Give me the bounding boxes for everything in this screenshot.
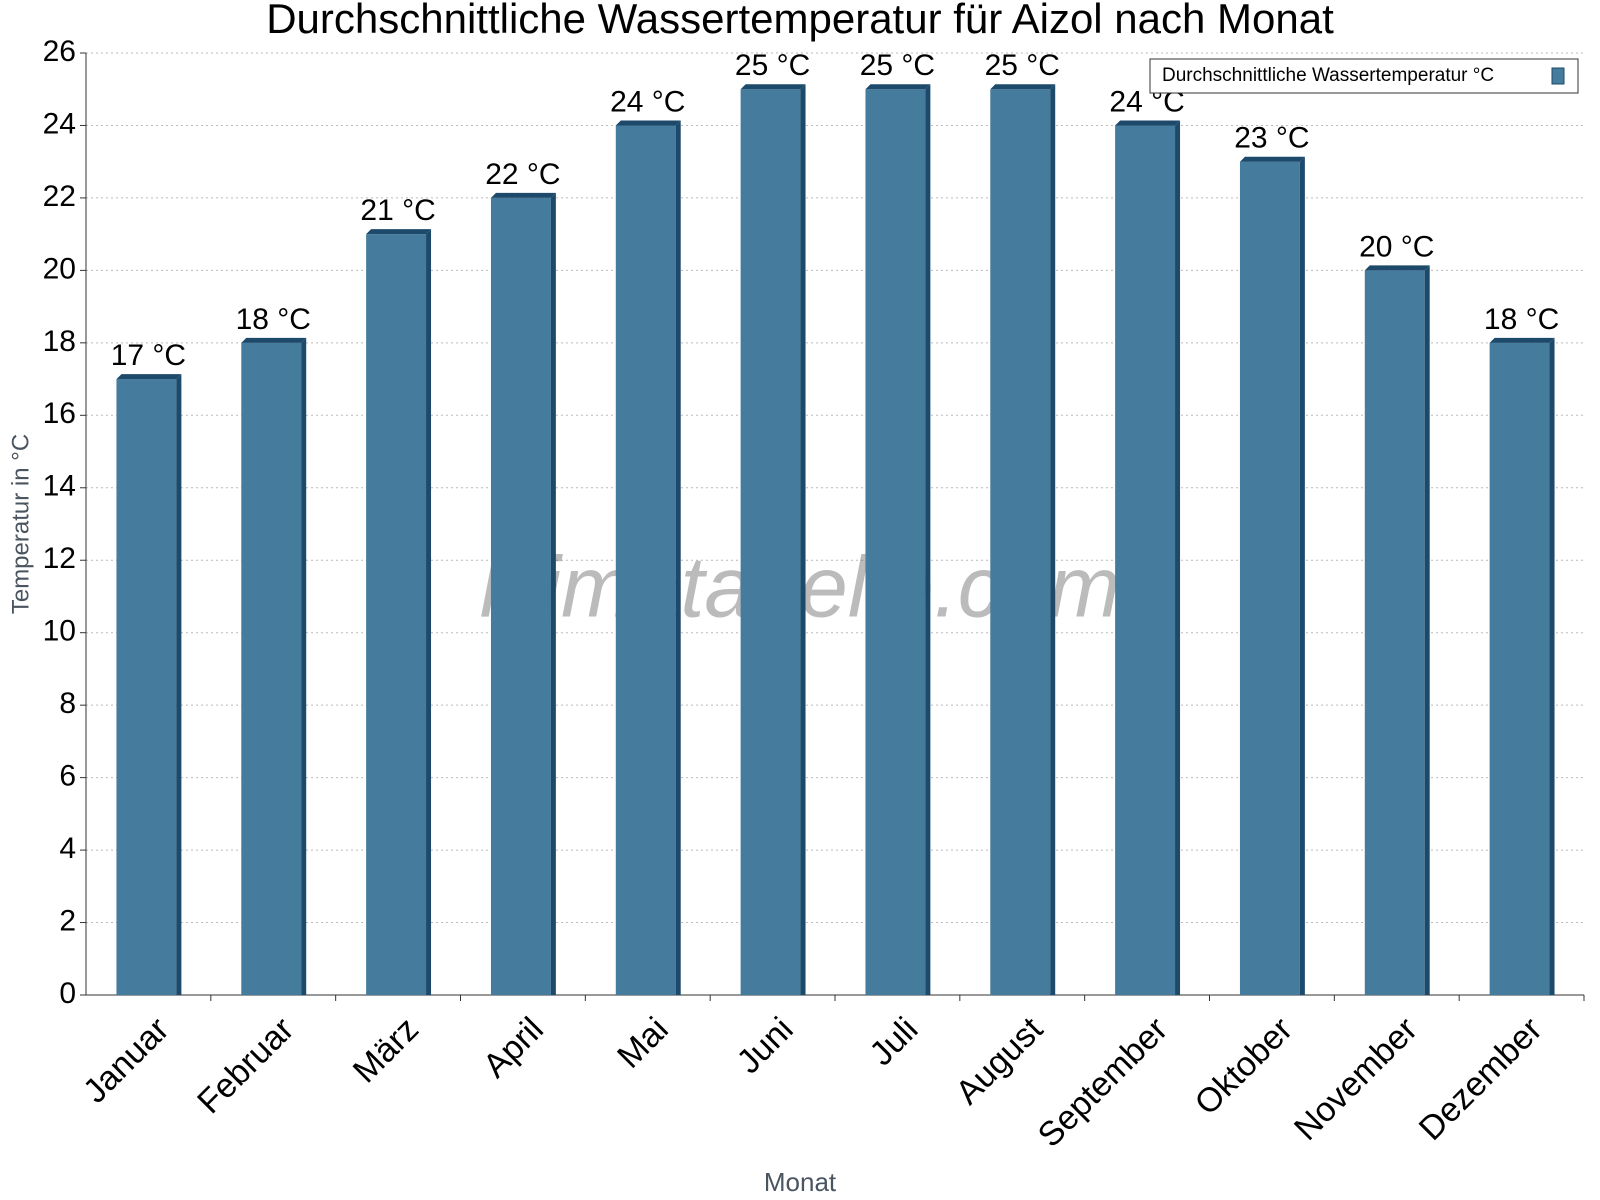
- y-tick-label: 18: [43, 325, 76, 358]
- bar: [615, 125, 676, 995]
- x-tick-label: August: [949, 1010, 1051, 1112]
- legend-swatch: [1551, 67, 1565, 85]
- value-label: 18 °C: [1484, 303, 1559, 336]
- bar-top: [1239, 156, 1305, 162]
- y-tick-label: 8: [59, 687, 76, 720]
- y-tick-label: 10: [43, 615, 76, 648]
- bar: [1364, 270, 1425, 995]
- y-axis-label: Temperatur in °C: [7, 434, 34, 614]
- bar-top: [740, 84, 806, 90]
- bar-side: [675, 120, 681, 995]
- bar-top: [241, 337, 307, 343]
- x-tick-label: Februar: [190, 1010, 301, 1121]
- y-tick-label: 22: [43, 180, 76, 213]
- y-tick-label: 14: [43, 470, 76, 503]
- bar-top: [116, 374, 182, 380]
- x-tick-label: Januar: [76, 1010, 176, 1110]
- bar: [116, 379, 177, 996]
- y-tick-label: 20: [43, 252, 76, 285]
- y-tick-label: 6: [59, 760, 76, 793]
- bar: [1115, 125, 1176, 995]
- bar: [990, 89, 1051, 995]
- x-tick-label: Juni: [730, 1010, 801, 1081]
- bar: [740, 89, 801, 995]
- bar-side: [925, 84, 931, 995]
- x-tick-label: April: [476, 1010, 551, 1085]
- bar-side: [550, 192, 556, 995]
- y-tick-label: 16: [43, 397, 76, 430]
- bar-side: [1050, 84, 1056, 995]
- bar-side: [1175, 120, 1181, 995]
- bar: [366, 234, 427, 996]
- value-label: 25 °C: [860, 49, 935, 82]
- bar: [241, 342, 302, 995]
- y-tick-label: 2: [59, 904, 76, 937]
- bar-top: [990, 84, 1056, 90]
- bar-top: [366, 229, 432, 235]
- bar-side: [1424, 265, 1430, 995]
- bar-side: [1549, 337, 1555, 995]
- bar: [865, 89, 926, 995]
- legend-box: [1149, 58, 1579, 94]
- bar-top: [865, 84, 931, 90]
- bar-top: [615, 120, 681, 126]
- y-tick-label: 24: [43, 107, 76, 140]
- x-tick-label: Juli: [862, 1010, 925, 1073]
- y-tick-label: 4: [59, 832, 76, 865]
- legend-label: Durchschnittliche Wassertemperatur °C: [1162, 65, 1494, 86]
- bar-top: [1364, 265, 1430, 271]
- y-tick-label: 26: [43, 35, 76, 68]
- value-label: 17 °C: [111, 339, 186, 372]
- value-label: 20 °C: [1359, 230, 1434, 263]
- bar: [490, 197, 551, 995]
- bar-top: [1489, 337, 1555, 343]
- bar-top: [490, 192, 556, 198]
- y-tick-label: 0: [59, 977, 76, 1010]
- value-label: 22 °C: [485, 158, 560, 191]
- bar-top: [1115, 120, 1181, 126]
- bar-side: [1299, 156, 1305, 995]
- x-tick-label: Oktober: [1188, 1010, 1300, 1122]
- x-tick-label: Mai: [610, 1010, 676, 1076]
- bar: [1489, 342, 1550, 995]
- value-label: 24 °C: [610, 85, 685, 118]
- bar: [1239, 161, 1300, 995]
- chart-title: Durchschnittliche Wassertemperatur für A…: [266, 0, 1334, 42]
- value-label: 21 °C: [360, 194, 435, 227]
- bar-side: [800, 84, 806, 995]
- bar-side: [426, 229, 432, 996]
- value-label: 25 °C: [735, 49, 810, 82]
- x-tick-label: September: [1031, 1010, 1175, 1154]
- bar-side: [301, 337, 307, 995]
- x-tick-label: März: [346, 1010, 426, 1090]
- value-label: 23 °C: [1234, 122, 1309, 155]
- x-tick-label: November: [1287, 1010, 1425, 1148]
- x-tick-label: Dezember: [1412, 1010, 1550, 1148]
- value-label: 25 °C: [985, 49, 1060, 82]
- x-axis-label: Monat: [764, 1167, 837, 1197]
- bar-side: [176, 374, 182, 996]
- y-tick-label: 12: [43, 542, 76, 575]
- value-label: 18 °C: [236, 303, 311, 336]
